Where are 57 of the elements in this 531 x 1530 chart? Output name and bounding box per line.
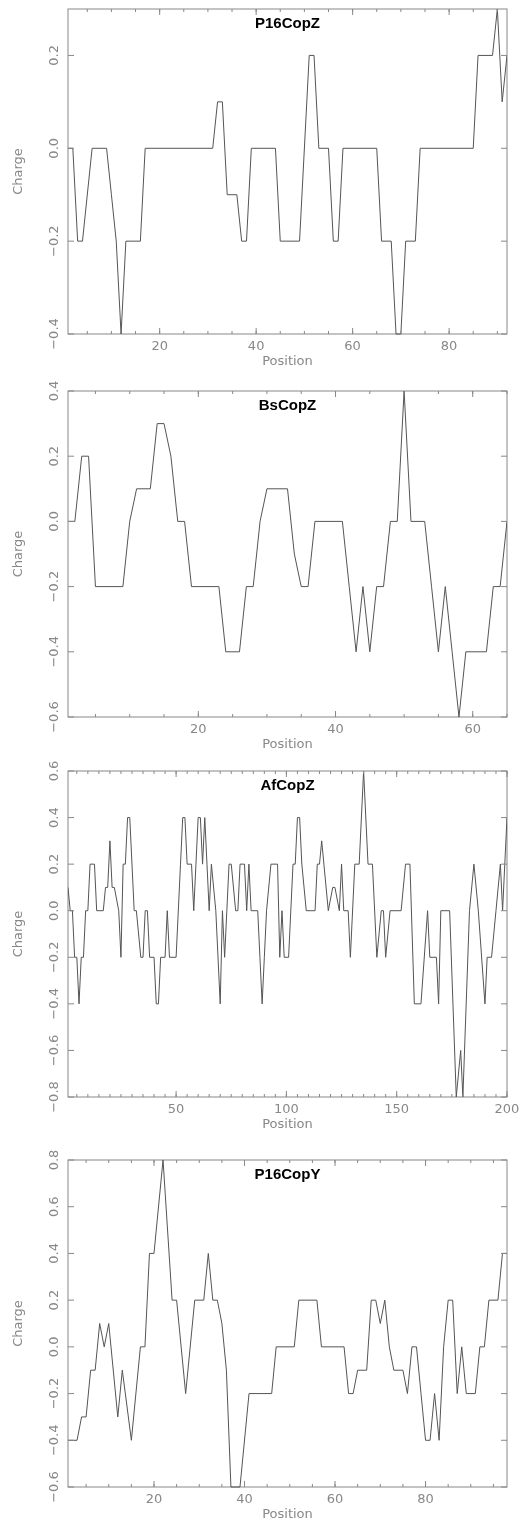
y-axis-title: Charge — [10, 148, 25, 195]
y-tick-label: 0.0 — [46, 900, 61, 922]
x-tick-label: 40 — [236, 1491, 253, 1506]
x-tick-label: 40 — [327, 721, 344, 736]
y-tick-label: −0.4 — [46, 318, 61, 350]
y-axis-title: Charge — [10, 1300, 25, 1347]
y-tick-label: −0.6 — [46, 701, 61, 733]
x-tick-label: 80 — [417, 1491, 434, 1506]
y-tick-label: 0.2 — [46, 445, 61, 467]
x-tick-label: 150 — [384, 1101, 410, 1116]
y-tick-label: 0.4 — [46, 1243, 61, 1264]
chart-title: P16CopZ — [254, 14, 321, 31]
chart-title: BsCopZ — [258, 396, 317, 413]
x-tick-label: 20 — [151, 338, 168, 353]
chart-title: AfCopZ — [260, 776, 315, 793]
x-tick-label: 100 — [273, 1101, 299, 1116]
y-tick-label: 0.2 — [46, 1289, 61, 1311]
y-tick-label: −0.2 — [46, 225, 61, 257]
y-tick-label: 0.0 — [46, 511, 61, 532]
chart-title: P16CopY — [254, 1165, 321, 1182]
y-tick-label: −0.6 — [46, 1471, 61, 1503]
y-tick-label: −0.2 — [46, 941, 61, 974]
x-tick-label: 50 — [167, 1101, 185, 1116]
x-tick-label: 20 — [145, 1491, 163, 1506]
y-tick-label: 0.0 — [46, 137, 61, 159]
y-tick-label: 0.4 — [46, 807, 61, 828]
y-axis-title: Charge — [10, 910, 25, 958]
y-tick-label: −0.2 — [46, 570, 61, 603]
y-tick-label: −0.4 — [46, 1424, 61, 1457]
x-tick-label: 60 — [344, 338, 361, 353]
y-tick-label: 0.2 — [46, 45, 61, 66]
line-series — [68, 770, 507, 1098]
y-tick-label: 0.2 — [46, 853, 61, 875]
x-tick-label: 80 — [440, 338, 458, 353]
x-axis-title: Position — [262, 1116, 313, 1131]
y-axis-title: Charge — [10, 530, 25, 578]
y-tick-label: −0.4 — [46, 988, 61, 1020]
x-tick-label: 60 — [326, 1491, 344, 1506]
x-axis-title: Position — [262, 1506, 313, 1521]
line-series — [68, 8, 507, 335]
x-tick-label: 20 — [190, 721, 207, 736]
y-tick-label: −0.2 — [46, 1377, 61, 1410]
x-axis-title: Position — [262, 736, 313, 751]
y-tick-label: −0.6 — [46, 1034, 61, 1067]
y-tick-label: 0.0 — [46, 1336, 61, 1358]
y-tick-label: −0.4 — [46, 636, 61, 668]
x-tick-label: 200 — [494, 1101, 520, 1116]
y-tick-label: −0.8 — [46, 1081, 61, 1113]
y-tick-label: 0.8 — [46, 1149, 61, 1171]
y-tick-label: 0.6 — [46, 760, 61, 782]
x-tick-label: 60 — [464, 721, 481, 736]
line-series — [68, 390, 507, 718]
line-series — [68, 1159, 507, 1488]
y-tick-label: 0.6 — [46, 1196, 61, 1218]
x-axis-title: Position — [262, 353, 313, 368]
y-tick-label: 0.4 — [46, 380, 61, 402]
x-tick-label: 40 — [247, 338, 265, 353]
